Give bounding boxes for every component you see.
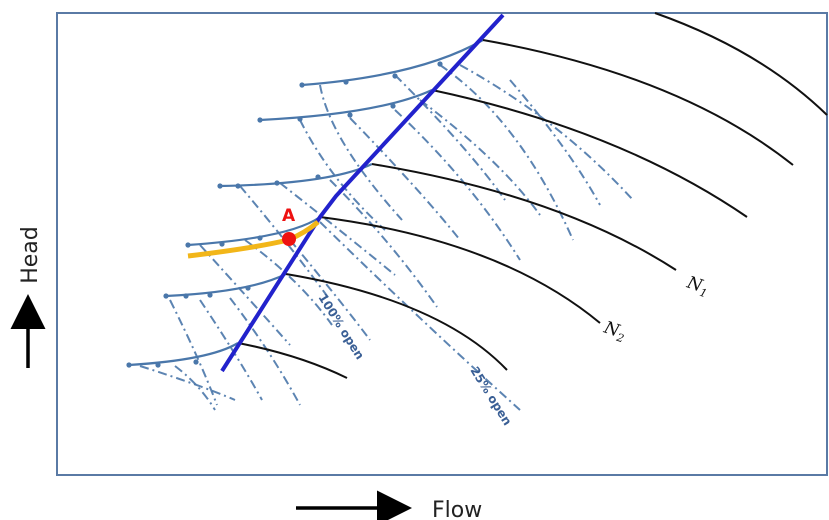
valve-line (289, 239, 371, 341)
valve-line (329, 179, 438, 308)
valve-line (319, 84, 403, 221)
valve-lines (139, 64, 634, 411)
speed-curve (431, 89, 748, 218)
stall-curve-marker (257, 235, 263, 241)
valve-line (319, 221, 521, 411)
stall-curve-marker (183, 293, 189, 299)
valve-label-25-open: 25% open (467, 364, 514, 428)
stall-curve (259, 89, 433, 122)
stall-curve-marker (217, 183, 223, 189)
valve-line (169, 299, 218, 406)
y-axis-title: Head (18, 226, 43, 284)
stall-curve-marker (219, 241, 225, 247)
stall-curve (165, 273, 287, 298)
speed-curve (285, 273, 508, 371)
stall-curve (128, 342, 239, 367)
operating-point-label: A (282, 206, 296, 226)
stall-curve-marker (155, 362, 161, 368)
x-axis-title-group: Flow (296, 490, 482, 520)
surge-line (220, 13, 505, 373)
stall-curve-marker (392, 73, 398, 79)
valve-line (299, 119, 386, 231)
speed-curve (237, 342, 348, 379)
valve-line (199, 244, 291, 346)
valve-line (174, 365, 216, 411)
speed-curve (371, 163, 677, 271)
valve-line (349, 117, 461, 241)
speed-curve (654, 12, 828, 116)
stall-curve-marker (207, 292, 213, 298)
stall-curve-marker (163, 293, 169, 299)
valve-line (419, 99, 541, 216)
speed-curves (237, 12, 828, 379)
stall-curve-marker (235, 183, 241, 189)
speed-curve (482, 39, 794, 166)
stall-curve-marker (185, 242, 191, 248)
stall-curve-marker (437, 61, 443, 67)
speed-label-n1: N1 (683, 272, 712, 300)
stall-curve (187, 216, 321, 247)
stall-curve-marker (343, 79, 349, 85)
valve-line (199, 299, 263, 401)
stall-curve-marker (193, 359, 199, 365)
stall-curve-marker (347, 112, 353, 118)
stall-curve-marker (274, 180, 280, 186)
speed-curve (319, 216, 601, 324)
stall-curve-marker (126, 362, 132, 368)
valve-line (244, 239, 333, 326)
y-axis-title-group: Head (10, 226, 46, 368)
valve-line (509, 79, 601, 206)
valve-line (394, 74, 506, 201)
valve-line (139, 365, 236, 401)
stall-curve (301, 39, 484, 87)
stall-curve-marker (245, 285, 251, 291)
valve-line (229, 297, 301, 406)
plot-frame (56, 12, 828, 476)
speed-label-n2: N2 (600, 317, 629, 345)
stall-curve-marker (390, 103, 396, 109)
stall-curve-marker (297, 116, 303, 122)
stall-curve-marker (299, 82, 305, 88)
x-axis-title: Flow (432, 498, 482, 520)
stall-curve-marker (315, 174, 321, 180)
operating-point-a (282, 232, 296, 246)
valve-line (459, 64, 634, 201)
valve-line (439, 64, 574, 241)
stall-curve-marker (257, 117, 263, 123)
